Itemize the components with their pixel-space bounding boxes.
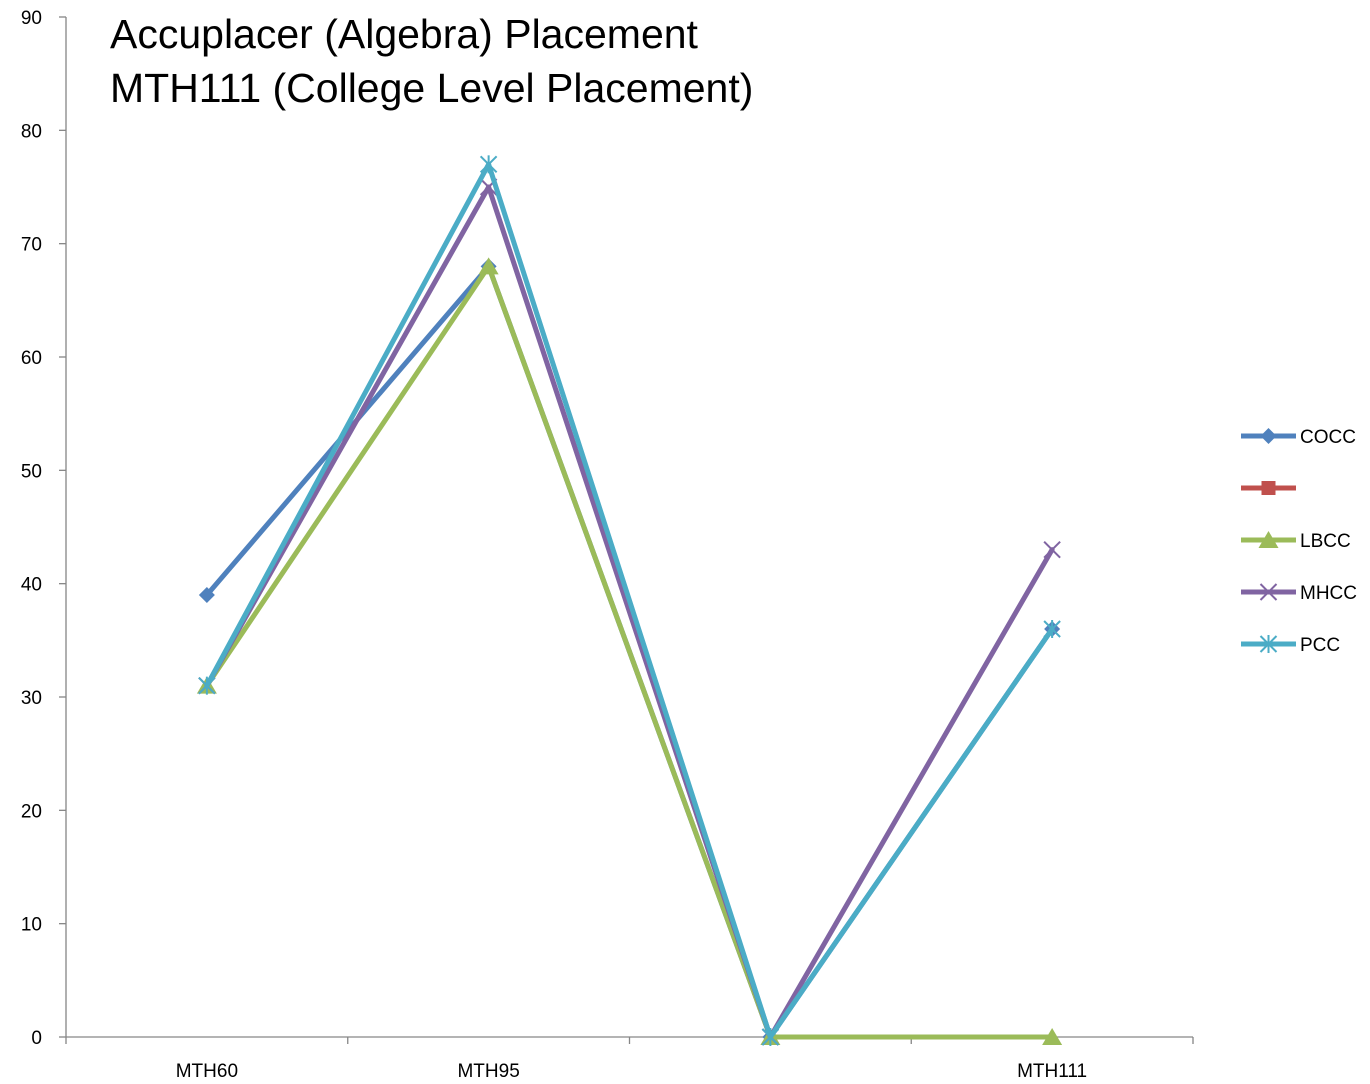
legend-label: COCC	[1300, 427, 1356, 448]
legend-item-cocc: COCC	[1241, 427, 1356, 448]
legend-label: PCC	[1300, 635, 1340, 656]
data-point	[1042, 1028, 1063, 1045]
legend-marker	[1261, 481, 1276, 495]
series-line-segment	[486, 161, 773, 1040]
y-tick-label: 90	[21, 8, 42, 29]
data-point	[761, 1028, 780, 1046]
y-tick-label: 30	[21, 688, 42, 709]
series-line-segment	[486, 263, 773, 1040]
data-point	[1043, 620, 1061, 638]
legend-item-pcc: PCC	[1241, 635, 1340, 656]
series-line-segment	[204, 161, 492, 689]
marker-stroke	[1259, 583, 1278, 601]
y-tick-label: 40	[21, 575, 42, 596]
series-line-segment	[767, 547, 1055, 1040]
y-tick-label: 70	[21, 235, 42, 256]
series-line-segment	[204, 263, 492, 689]
y-tick-label: 20	[21, 801, 42, 822]
legend-label: MHCC	[1300, 583, 1357, 604]
data-point	[198, 587, 215, 603]
series-pcc	[198, 155, 1061, 1046]
axes: 0 10 20 30 40 50 60 70 80 90 MTH60 MTH95 MTH111	[21, 8, 1194, 1082]
y-tick-label: 80	[21, 121, 42, 142]
y-tick-label: 50	[21, 461, 42, 482]
y-tick-label: 60	[21, 348, 42, 369]
legend-marker	[1259, 583, 1278, 601]
marker-stroke	[1043, 540, 1061, 559]
legend-item-mhcc: MHCC	[1241, 583, 1357, 604]
series-line-segment	[767, 626, 1055, 1040]
legend-item-series-2	[1241, 481, 1296, 495]
legend-item-lbcc: LBCC	[1241, 531, 1351, 552]
x-tick-label: MTH111	[1017, 1061, 1087, 1082]
legend-marker	[1258, 531, 1279, 548]
data-point	[479, 155, 498, 174]
series-layer	[196, 155, 1063, 1046]
data-point	[1043, 540, 1061, 559]
series-lbcc	[196, 257, 1063, 1045]
legend-label: LBCC	[1300, 531, 1351, 552]
legend-marker	[1259, 635, 1278, 653]
legend: COCC LBCC MHCC PCC	[1241, 427, 1357, 656]
legend-marker	[1260, 428, 1277, 444]
series-line-segment	[204, 263, 492, 598]
data-point	[478, 257, 499, 275]
chart-title-line-2: MTH111 (College Level Placement)	[110, 65, 753, 111]
x-tick-label: MTH95	[457, 1061, 519, 1082]
y-tick-label: 10	[21, 915, 42, 936]
x-tick-label: MTH60	[176, 1061, 238, 1082]
chart-title-line-1: Accuplacer (Algebra) Placement	[110, 11, 699, 57]
data-point	[198, 676, 216, 695]
series-mhcc	[198, 178, 1061, 1046]
y-tick-label: 0	[31, 1028, 42, 1049]
